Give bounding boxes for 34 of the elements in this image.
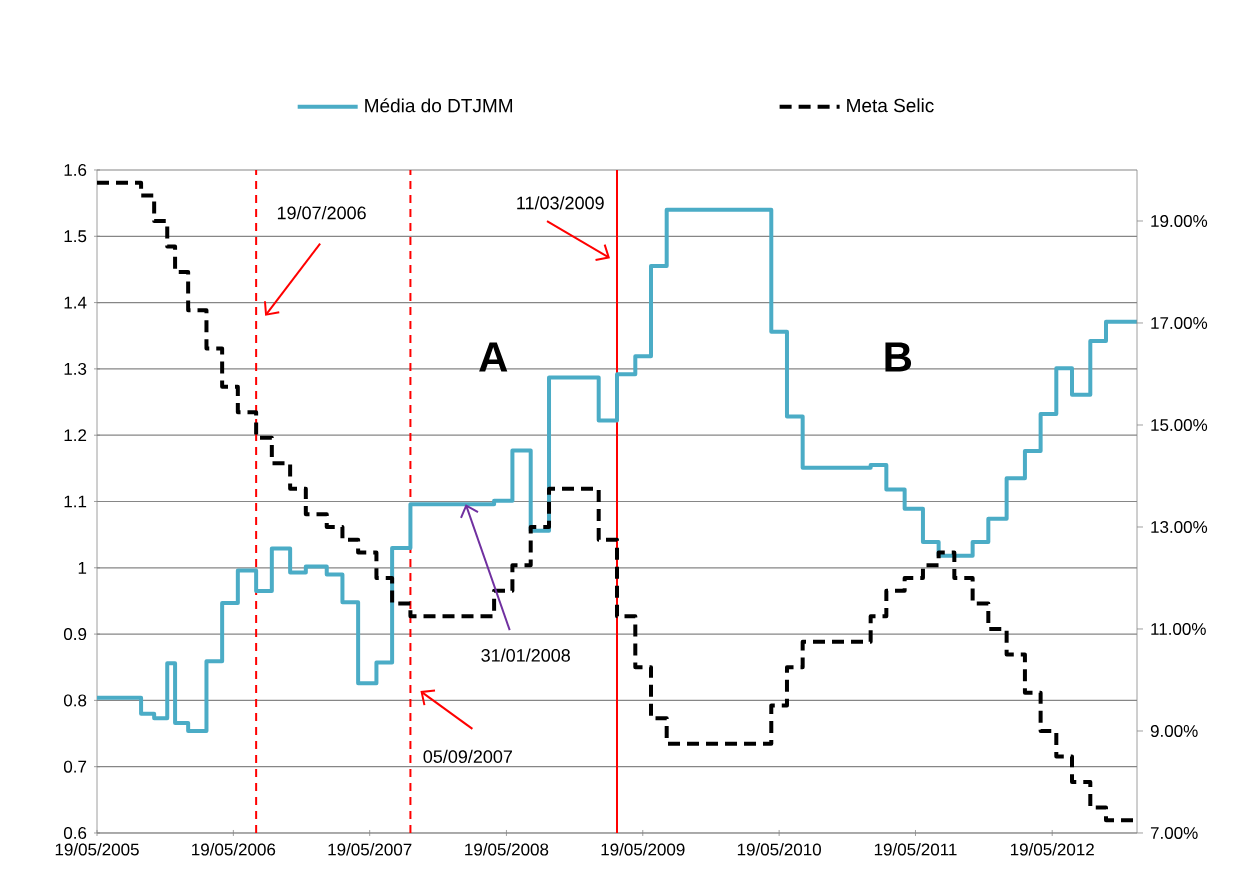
y2-tick-label: 13.00% <box>1151 520 1208 533</box>
y-tick-label: 0.8 <box>63 694 87 707</box>
x-tick-label: 19/05/2010 <box>737 843 821 856</box>
y-tick-label: 0.7 <box>63 760 87 773</box>
y2-tick-label: 17.00% <box>1151 316 1208 329</box>
y-tick-label: 1 <box>78 561 87 574</box>
y2-tick-label: 11.00% <box>1151 622 1206 635</box>
y2-tick-label: 9.00% <box>1150 724 1198 737</box>
x-tick-label: 19/05/2005 <box>55 843 139 856</box>
legend-label: Média do DTJMM <box>365 98 513 113</box>
x-tick-label: 19/05/2008 <box>465 843 549 856</box>
ref-line-label: 05/09/2007 <box>423 749 512 763</box>
y-tick-label: 1.4 <box>64 296 87 309</box>
y-tick-label: 0.9 <box>63 628 87 641</box>
ref-line-label: 19/07/2006 <box>277 206 366 220</box>
x-tick-label: 19/05/2009 <box>601 843 685 856</box>
annotation: 31/01/2008 <box>481 648 570 662</box>
y-tick-label: 1.1 <box>64 495 87 508</box>
legend-label: Meta Selic <box>847 98 934 113</box>
x-tick-label: 19/05/2006 <box>192 843 276 856</box>
y2-tick-label: 15.00% <box>1151 418 1208 431</box>
y2-tick-label: 19.00% <box>1151 214 1208 227</box>
ref-line-label: 11/03/2009 <box>517 196 604 210</box>
x-tick-label: 19/05/2012 <box>1010 843 1094 856</box>
y-tick-label: 1.2 <box>64 429 87 442</box>
y-tick-label: 0.6 <box>63 826 87 839</box>
annotation: B <box>885 342 912 372</box>
y-tick-label: 1.5 <box>64 230 87 243</box>
annotation: A <box>479 342 508 372</box>
y-tick-label: 1.6 <box>64 163 87 176</box>
x-tick-label: 19/05/2007 <box>328 843 412 856</box>
y-tick-label: 1.3 <box>64 362 87 375</box>
x-tick-label: 19/05/2011 <box>874 843 957 856</box>
y2-tick-label: 7.00% <box>1150 826 1198 839</box>
